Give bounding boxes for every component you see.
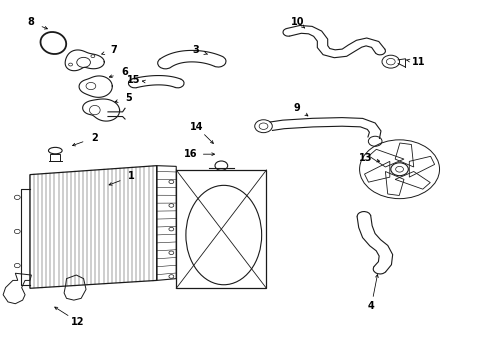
Bar [176,170,266,288]
Text: 13: 13 [358,153,371,163]
Text: 9: 9 [293,103,300,113]
Text: 8: 8 [27,17,34,27]
Text: 14: 14 [189,122,203,132]
Text: 16: 16 [184,149,197,159]
Text: 12: 12 [71,317,84,327]
Text: 2: 2 [91,133,98,143]
Text: 5: 5 [125,93,132,103]
Bar [50,154,60,161]
Text: 3: 3 [192,45,199,55]
Text: 10: 10 [291,17,304,27]
Text: 1: 1 [128,171,135,181]
Text: 7: 7 [110,45,117,55]
Text: 15: 15 [126,75,140,85]
Text: 11: 11 [411,57,425,67]
Text: 4: 4 [367,301,374,311]
Text: 6: 6 [122,67,128,77]
